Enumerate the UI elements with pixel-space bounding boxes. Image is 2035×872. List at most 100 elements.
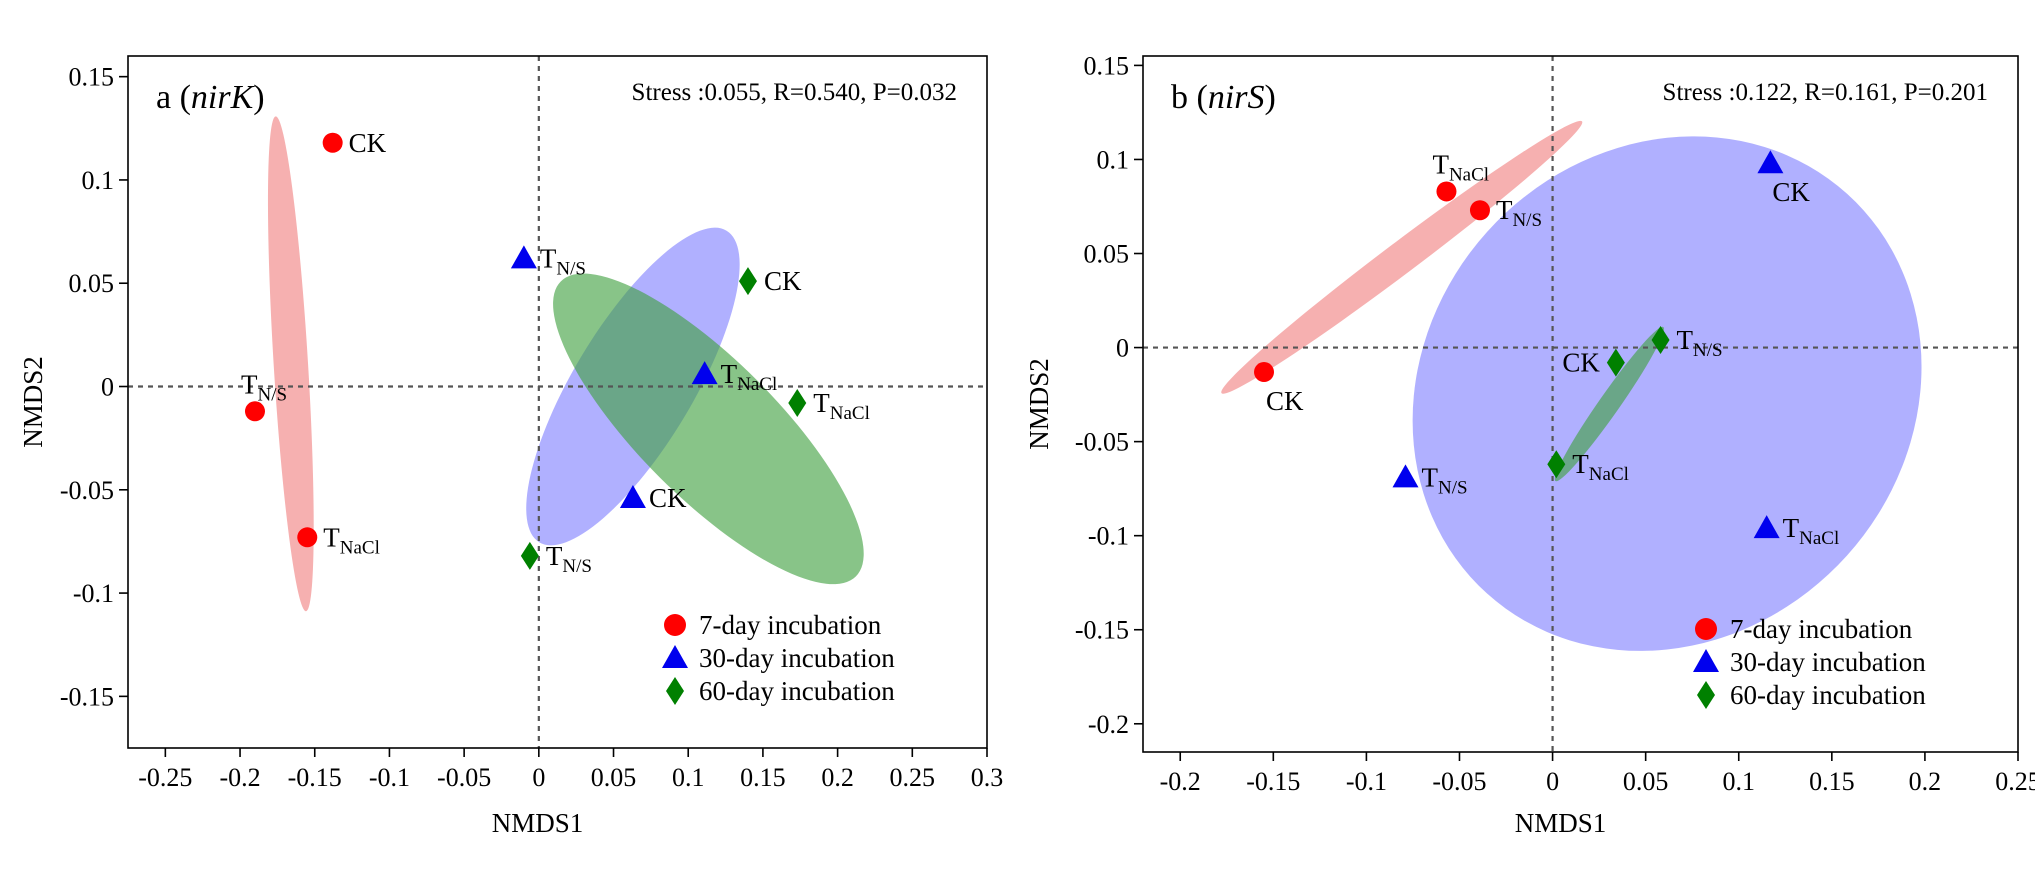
x-tick-label: 0 <box>532 763 545 792</box>
x-tick-label: 0.25 <box>1995 767 2035 796</box>
point-ck-marker <box>1254 362 1275 383</box>
legend-60-day-incubation-marker <box>1697 681 1715 709</box>
stats-text: Stress :0.055, R=0.540, P=0.032 <box>632 79 957 106</box>
x-tick-label: 0.05 <box>591 763 637 792</box>
point-t-nacl-label: TNaCl <box>1783 513 1840 549</box>
y-tick-label: 0 <box>1116 334 1129 363</box>
confidence-ellipse-3 <box>553 273 864 585</box>
legend-60-day-incubation-label: 60-day incubation <box>1730 680 1926 710</box>
x-tick-label: -0.05 <box>437 763 491 792</box>
x-tick-label: 0.15 <box>740 763 786 792</box>
confidence-ellipse-1 <box>267 116 314 612</box>
y-tick-label: -0.05 <box>60 476 114 505</box>
x-tick-label: -0.25 <box>138 763 192 792</box>
y-tick-label: 0.1 <box>1097 145 1130 174</box>
legend-7-day-incubation-marker <box>664 614 686 636</box>
panel-a-nirk: -0.25 -0.2 -0.15 -0.1 -0.05 0 0.05 0.1 0.15 0.2 0.… <box>18 55 1004 838</box>
point-t-nacl-marker <box>1436 181 1457 202</box>
point-t-n-s-marker <box>510 245 537 269</box>
y-axis-title: NMDS2 <box>18 356 48 448</box>
x-tick-label: 0 <box>1546 767 1559 796</box>
point-t-nacl-marker <box>788 389 807 418</box>
y-tick-label: 0 <box>101 373 114 402</box>
x-tick-label: -0.15 <box>288 763 342 792</box>
x-tick-label: 0.2 <box>1909 767 1942 796</box>
point-t-nacl-label: TNaCl <box>1432 149 1489 185</box>
plot-frame <box>127 55 988 749</box>
point-t-nacl-label: TNaCl <box>1572 449 1629 485</box>
point-t-n-s-marker <box>1469 200 1490 221</box>
point-ck-marker <box>1606 348 1625 377</box>
stats-text: Stress :0.122, R=0.161, P=0.201 <box>1663 79 1988 106</box>
x-tick-label: 0.25 <box>890 763 936 792</box>
legend-7-day-incubation-marker <box>1695 618 1717 640</box>
confidence-ellipse-3 <box>1554 326 1664 482</box>
panel-b-nirs: -0.2 -0.15 -0.1 -0.05 0 0.05 0.1 0.15 0.2 0.25 0.1… <box>1024 51 2035 838</box>
x-tick-label: -0.05 <box>1432 767 1486 796</box>
y-tick-label: -0.15 <box>1075 616 1129 645</box>
x-tick-label: -0.15 <box>1246 767 1300 796</box>
point-t-n-s-marker <box>1651 326 1670 355</box>
panel-title: a (nirK) <box>156 79 265 116</box>
point-t-nacl-marker <box>297 527 318 548</box>
point-t-nacl-label: TNaCl <box>323 522 380 558</box>
x-tick-label: 0.2 <box>821 763 854 792</box>
y-tick-label: 0.15 <box>1084 51 1130 80</box>
legend-60-day-incubation-label: 60-day incubation <box>699 676 895 706</box>
legend-30-day-incubation-label: 30-day incubation <box>699 643 895 673</box>
point-ck-marker <box>322 132 343 153</box>
legend-7-day-incubation-label: 7-day incubation <box>699 610 882 640</box>
x-tick-label: -0.2 <box>1160 767 1201 796</box>
point-t-n-s-label: TN/S <box>1422 462 1468 498</box>
x-tick-label: 0.05 <box>1623 767 1669 796</box>
legend-7-day-incubation-label: 7-day incubation <box>1730 614 1913 644</box>
point-ck-label: CK <box>649 483 687 513</box>
y-tick-label: -0.1 <box>1088 522 1129 551</box>
y-tick-label: 0.05 <box>69 269 115 298</box>
y-tick-label: -0.2 <box>1088 710 1129 739</box>
legend-30-day-incubation-label: 30-day incubation <box>1730 647 1926 677</box>
point-ck-marker <box>619 485 646 509</box>
y-tick-label: -0.1 <box>73 579 114 608</box>
legend-30-day-incubation-marker <box>662 645 688 668</box>
point-t-nacl-marker <box>691 361 718 385</box>
point-t-n-s-label: TN/S <box>1677 325 1723 361</box>
point-t-n-s-label: TN/S <box>1496 195 1542 231</box>
point-ck-label: CK <box>349 128 387 158</box>
x-tick-label: 0.1 <box>672 763 705 792</box>
point-t-n-s-label: TN/S <box>540 243 586 279</box>
point-t-n-s-marker <box>244 401 265 422</box>
point-t-n-s-marker <box>520 541 539 570</box>
point-t-nacl-label: TNaCl <box>813 388 870 424</box>
ellipse-group <box>1221 120 1922 651</box>
point-ck-label: CK <box>1266 386 1304 416</box>
x-tick-label: -0.1 <box>1346 767 1387 796</box>
x-tick-label: -0.2 <box>219 763 260 792</box>
y-axis-title: NMDS2 <box>1024 358 1054 450</box>
confidence-ellipse-1 <box>1221 120 1583 394</box>
point-ck-marker <box>738 267 757 296</box>
x-tick-label: 0.3 <box>971 763 1004 792</box>
x-tick-label: -0.1 <box>369 763 410 792</box>
panel-title: b (nirS) <box>1171 79 1276 116</box>
legend-60-day-incubation-marker <box>666 677 684 705</box>
y-tick-label: -0.15 <box>60 682 114 711</box>
confidence-ellipse-2 <box>1412 136 1922 651</box>
plot-frame <box>1142 55 2019 753</box>
y-tick-label: -0.05 <box>1075 428 1129 457</box>
point-t-n-s-marker <box>1392 464 1419 488</box>
point-t-n-s-label: TN/S <box>241 369 287 405</box>
y-tick-label: 0.15 <box>69 63 115 92</box>
point-t-nacl-marker <box>1753 515 1780 539</box>
point-ck-label: CK <box>1562 348 1600 378</box>
point-ck-label: CK <box>764 266 802 296</box>
x-tick-label: 0.1 <box>1722 767 1755 796</box>
x-axis-title: NMDS1 <box>1515 808 1607 838</box>
y-tick-label: 0.1 <box>82 166 115 195</box>
legend-30-day-incubation-marker <box>1693 649 1719 672</box>
point-ck-label: CK <box>1772 177 1810 207</box>
point-t-n-s-label: TN/S <box>546 541 592 577</box>
point-t-nacl-marker <box>1547 450 1566 479</box>
y-tick-label: 0.05 <box>1084 240 1130 269</box>
